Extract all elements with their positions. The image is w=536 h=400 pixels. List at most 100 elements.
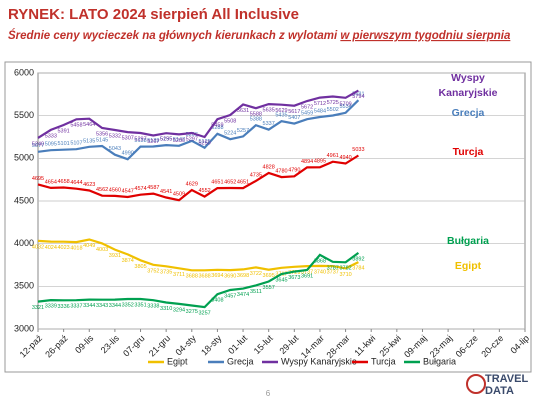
legend-label: Bułgaria [423, 356, 456, 366]
data-label: 5725 [327, 100, 339, 106]
data-label: 3740 [314, 269, 326, 275]
page-number: 6 [266, 389, 271, 398]
legend-label: Turcja [371, 356, 396, 366]
data-label: 5295 [160, 137, 172, 143]
y-tick-label: 4500 [14, 195, 34, 205]
data-label: 5709 [339, 101, 351, 107]
y-tick-label: 3500 [14, 281, 34, 291]
data-label: 3805 [134, 264, 146, 270]
data-label: 3511 [250, 289, 262, 295]
data-label: 4990 [122, 151, 134, 157]
data-label: 3931 [109, 253, 121, 259]
data-label: 3294 [173, 307, 185, 313]
data-label: 5337 [263, 121, 275, 127]
data-label: 5033 [352, 147, 364, 153]
data-label: 3344 [83, 303, 95, 309]
data-label: 4658 [58, 179, 70, 185]
data-label: 4032 [32, 244, 44, 250]
annotation: Wyspy [451, 72, 485, 84]
data-label: 5125 [198, 139, 210, 145]
data-label: 3344 [109, 303, 121, 309]
data-label: 3645 [275, 277, 287, 283]
data-label: 3874 [122, 258, 134, 264]
data-label: 3474 [237, 292, 249, 298]
logo-bottom: DATA [485, 385, 514, 397]
data-label: 4780 [275, 169, 287, 175]
data-label: 5435 [275, 113, 287, 119]
data-label: 3673 [288, 275, 300, 281]
data-label: 3457 [224, 293, 236, 299]
data-label: 5095 [45, 142, 57, 148]
data-label: 3343 [96, 303, 108, 309]
y-tick-label: 3000 [14, 323, 34, 333]
data-label: 5107 [70, 141, 82, 147]
data-label: 4895 [314, 159, 326, 165]
data-label: 5356 [96, 131, 108, 137]
logo-top: TRAVEL [485, 373, 528, 385]
data-label: 5280 [173, 138, 185, 144]
data-label: 3782 [339, 266, 351, 272]
data-label: 5629 [275, 108, 287, 114]
data-label: 5240 [32, 141, 44, 147]
series-line [37, 99, 360, 161]
data-label: 3722 [250, 271, 262, 277]
series-line [37, 89, 359, 139]
y-tick-label: 4000 [14, 238, 34, 248]
data-label: 5147 [173, 137, 185, 143]
page-title: RYNEK: LATO 2024 sierpień All Inclusive [8, 6, 299, 23]
legend-label: Egipt [167, 356, 188, 366]
data-label: 4735 [250, 172, 262, 178]
data-label: 5588 [250, 112, 262, 118]
y-tick-label: 5000 [14, 153, 34, 163]
data-label: 5297 [134, 136, 146, 142]
data-label: 3275 [186, 309, 198, 315]
data-label: 3688 [198, 274, 210, 280]
data-label: 4828 [263, 164, 275, 170]
data-label: 4623 [83, 182, 95, 188]
data-label: 5333 [45, 133, 57, 139]
data-label: 5508 [224, 118, 236, 124]
data-label: 5138 [134, 138, 146, 144]
data-label: 3321 [32, 305, 44, 311]
data-label: 3737 [327, 270, 339, 276]
data-label: 3690 [224, 274, 236, 280]
data-label: 5288 [211, 125, 223, 131]
data-label: 5250 [198, 140, 210, 146]
data-label: 5794 [352, 94, 364, 100]
data-label: 5484 [314, 108, 326, 114]
data-label: 5206 [186, 132, 198, 138]
data-label: 4894 [301, 159, 313, 165]
data-label: 3710 [339, 272, 351, 278]
data-label: 4562 [96, 187, 108, 193]
data-label: 5388 [250, 117, 262, 123]
data-label: 4651 [237, 180, 249, 186]
data-label: 4509 [173, 192, 185, 198]
data-label: 3336 [58, 304, 70, 310]
data-label: 5267 [147, 139, 159, 145]
data-label: 3729 [288, 270, 300, 276]
data-label: 5155 [160, 137, 172, 143]
data-label: 3351 [134, 303, 146, 309]
data-label: 5307 [122, 136, 134, 142]
data-label: 3338 [147, 304, 159, 310]
data-label: 4018 [70, 246, 82, 252]
data-label: 4629 [186, 181, 198, 187]
data-label: 3784 [352, 266, 364, 272]
annotation: Turcja [453, 146, 484, 158]
data-label: 5332 [109, 133, 121, 139]
data-label: 3711 [173, 272, 185, 278]
data-label: 4552 [198, 188, 210, 194]
data-label: 5502 [327, 107, 339, 113]
data-label: 5077 [32, 143, 44, 149]
data-label: 5459 [301, 111, 313, 117]
data-label: 3339 [45, 304, 57, 310]
data-label: 4023 [58, 245, 70, 251]
data-label: 4541 [160, 189, 172, 195]
series-line [37, 238, 359, 272]
annotation: Bułgaria [447, 235, 489, 247]
data-label: 3695 [263, 273, 275, 279]
data-label: 3737 [301, 270, 313, 276]
data-label: 5101 [58, 141, 70, 147]
data-label: 3557 [263, 285, 275, 291]
